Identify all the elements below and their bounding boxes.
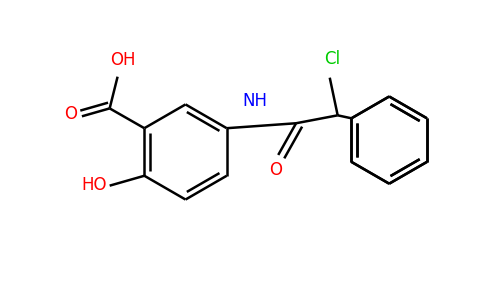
Text: O: O [64, 105, 77, 123]
Text: O: O [269, 161, 282, 179]
Text: HO: HO [81, 176, 106, 194]
Text: NH: NH [242, 92, 267, 110]
Text: Cl: Cl [324, 50, 340, 68]
Text: OH: OH [110, 51, 136, 69]
